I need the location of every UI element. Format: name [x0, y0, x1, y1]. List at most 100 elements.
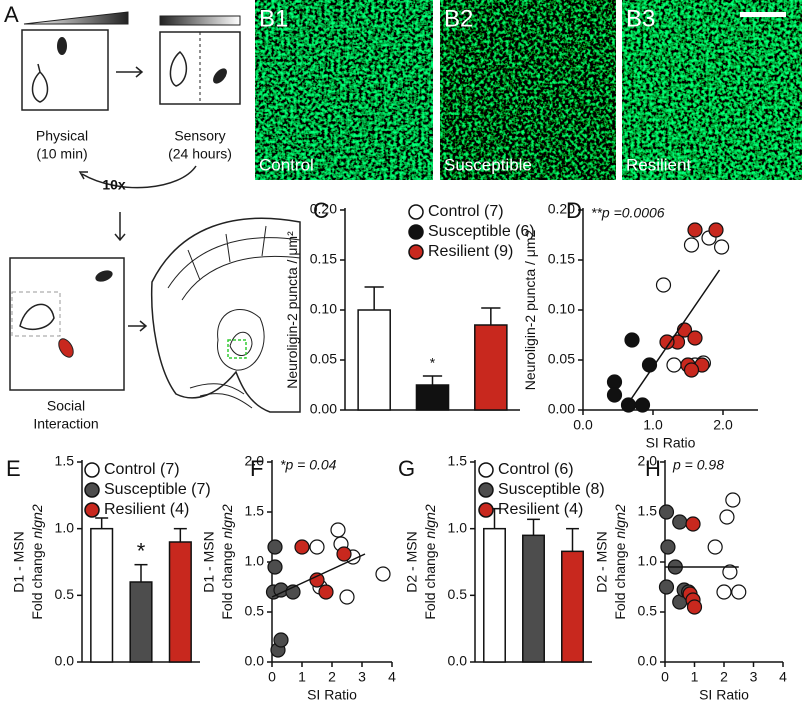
repeat-arrow [78, 165, 197, 189]
point [634, 397, 651, 413]
y-tick-label: 0.20 [548, 201, 575, 217]
point [267, 559, 283, 575]
p-value: *p = 0.04 [280, 457, 337, 473]
y-axis-label-text: Neuroligin-2 puncta / μm2 [522, 229, 538, 390]
arrow [128, 320, 148, 332]
y-axis-label-text: Fold change [219, 542, 235, 619]
panel-letter: B2 [444, 5, 473, 32]
y-tick-label: 0.20 [310, 201, 337, 217]
significance: * [137, 538, 146, 563]
y-tick-label: 0.0 [448, 653, 468, 669]
intensity-bar [159, 15, 241, 26]
legend-marker [408, 244, 424, 260]
micrograph-signal [622, 0, 802, 180]
legend-label: Control (7) [104, 461, 180, 478]
y-axis-label: Neuroligin-2 puncta / μm2 [522, 229, 538, 390]
bar [483, 527, 506, 663]
point [683, 362, 700, 378]
bar [129, 581, 153, 663]
point [687, 222, 703, 238]
legend-marker [408, 204, 424, 220]
panel-letter: D [566, 198, 582, 223]
y-axis-label: Fold change nlgn2 [422, 504, 438, 620]
y-tick-label: 0.10 [310, 301, 337, 317]
bar [561, 550, 584, 663]
x-tick-label: 1 [298, 669, 306, 685]
y-axis-label-text: Neuroligin-2 puncta / μm² [284, 231, 300, 389]
nac-region [227, 339, 247, 359]
mouse-outline [19, 303, 55, 331]
scale-bar [740, 12, 786, 17]
intensity-wedge [23, 11, 129, 25]
p-value: **p =0.0006 [591, 205, 665, 221]
y-tick-label: 0.0 [245, 653, 265, 669]
legend-label: Susceptible (8) [498, 481, 605, 498]
panel-a: A Physical (10 min) Sensory (24 hours) 1… [4, 2, 301, 432]
y-tick-label: 0.05 [310, 351, 337, 367]
arena [9, 257, 125, 391]
x-tick-label: 1 [691, 669, 699, 685]
point [375, 566, 391, 582]
legend-label: Control (6) [498, 461, 574, 478]
legend-marker [478, 502, 494, 518]
y-tick-label: 1.0 [638, 553, 658, 569]
panel-letter: B1 [259, 5, 288, 32]
test-mouse [58, 338, 74, 358]
bar [357, 309, 391, 411]
brain-outline [150, 217, 301, 413]
x-tick-label: 3 [358, 669, 366, 685]
micrograph-signal [440, 0, 616, 180]
y-axis-label-italic: nlgn2 [29, 504, 45, 538]
y-axis-label: D1 - MSN [201, 531, 217, 592]
x-tick-label: 1.0 [643, 417, 663, 433]
y-axis-label: D2 - MSN [404, 531, 420, 592]
point [336, 546, 352, 562]
point [606, 387, 623, 403]
y-axis-label: Fold change nlgn2 [219, 504, 235, 620]
x-tick-label: 2.0 [713, 417, 733, 433]
y-tick-label: 0.15 [548, 251, 575, 267]
label: (10 min) [36, 146, 87, 162]
image-caption: Control [259, 155, 314, 174]
bar [90, 527, 114, 663]
point [672, 514, 688, 530]
point [659, 334, 675, 350]
legend-marker [478, 482, 494, 498]
y-axis-label-italic: nlgn2 [612, 504, 628, 538]
y-tick-label: 1.0 [448, 519, 468, 535]
y-axis-label: Fold change nlgn2 [29, 504, 45, 620]
y-tick-label: 1.5 [448, 453, 468, 469]
x-tick-label: 3 [750, 669, 758, 685]
significance: * [430, 355, 436, 371]
point [686, 599, 703, 615]
legend-marker [478, 462, 494, 478]
legend-label: Resilient (4) [498, 501, 583, 518]
brain-structures [167, 225, 301, 409]
y-tick-label: 0.5 [55, 586, 75, 602]
legend-label: Resilient (9) [428, 243, 513, 260]
point [708, 222, 724, 238]
y-tick-label: 0.00 [310, 401, 337, 417]
regression-line [271, 553, 366, 598]
bar [168, 541, 192, 663]
point [658, 504, 675, 520]
legend-label: Control (7) [428, 203, 504, 220]
x-tick-label: 0 [661, 669, 669, 685]
point [267, 539, 283, 555]
y-axis-label-italic: nlgn2 [422, 504, 438, 538]
y-tick-label: 1.0 [55, 519, 75, 535]
label: Social [47, 398, 85, 414]
mouse-outline [31, 63, 49, 103]
y-tick-label: 1.5 [55, 453, 75, 469]
x-tick-label: 0 [268, 669, 276, 685]
point [309, 572, 325, 588]
x-tick-label: 2 [720, 669, 728, 685]
image-caption: Susceptible [444, 155, 532, 174]
y-axis-label-text: Fold change [612, 542, 628, 619]
point [716, 584, 732, 600]
arena [21, 29, 109, 111]
aggressor-mouse [57, 37, 67, 55]
